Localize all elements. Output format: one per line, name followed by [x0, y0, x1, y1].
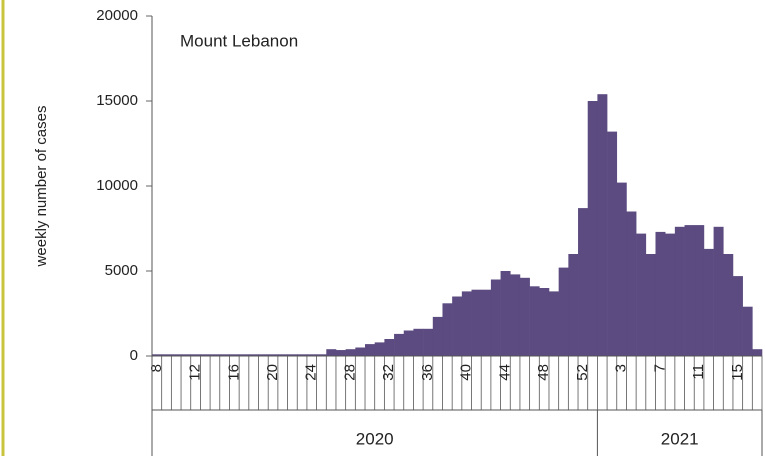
bar: [578, 208, 589, 356]
bar: [394, 333, 405, 356]
bar: [732, 276, 743, 356]
bar: [490, 279, 501, 356]
x-tick-label: 44: [496, 364, 513, 381]
bar: [210, 354, 221, 356]
y-tick-label: 0: [130, 347, 138, 364]
bar: [539, 288, 550, 356]
bar: [529, 286, 540, 356]
bar: [200, 354, 211, 356]
bar: [287, 354, 298, 356]
x-tick-label: 40: [458, 364, 475, 381]
bar: [306, 354, 317, 356]
y-axis-label: weekly number of cases: [33, 106, 50, 268]
bar: [752, 349, 763, 356]
bar: [442, 303, 453, 356]
bar: [258, 354, 269, 356]
bar: [248, 354, 259, 356]
bar: [597, 94, 608, 356]
x-tick-label: 8: [148, 364, 165, 372]
x-tick-label: 12: [187, 364, 204, 381]
bar: [297, 354, 308, 356]
bar: [345, 349, 356, 356]
bar: [626, 211, 637, 356]
bar: [723, 254, 734, 356]
bar: [403, 330, 414, 356]
bar: [616, 182, 627, 356]
bar: [326, 349, 337, 356]
bar: [355, 347, 366, 356]
y-tick-label: 10000: [96, 177, 138, 194]
bar: [500, 271, 511, 356]
x-tick-label: 11: [690, 364, 707, 380]
bar: [152, 354, 162, 356]
bar: [181, 354, 192, 356]
x-tick-label: 7: [651, 364, 668, 372]
bar: [568, 254, 579, 356]
bar: [674, 226, 685, 356]
bar: [703, 248, 714, 356]
bar: [655, 231, 666, 356]
bar: [335, 350, 346, 356]
bar: [694, 225, 705, 356]
bar: [713, 226, 724, 356]
x-tick-label: 36: [419, 364, 436, 381]
bar: [510, 274, 521, 356]
bar: [607, 131, 618, 356]
bar: [190, 354, 201, 356]
x-tick-label: 28: [341, 364, 358, 381]
bar: [432, 316, 443, 356]
bar: [548, 291, 559, 356]
bar: [684, 225, 695, 356]
bar: [461, 291, 472, 356]
bar: [481, 289, 492, 356]
y-tick-label: 5000: [105, 262, 138, 279]
x-tick-label: 20: [264, 364, 281, 381]
bar: [471, 289, 482, 356]
bar: [413, 328, 424, 356]
x-tick-label: 15: [729, 364, 746, 381]
bar: [742, 306, 753, 356]
bar: [636, 233, 647, 356]
bar: [365, 344, 375, 356]
bar: [229, 354, 240, 356]
bar: [384, 339, 395, 356]
chart-title: Mount Lebanon: [180, 31, 298, 50]
bar: [587, 101, 598, 356]
bar: [161, 354, 172, 356]
x-tick-label: 48: [535, 364, 552, 381]
x-tick-label: 3: [613, 364, 630, 372]
bar: [558, 267, 569, 356]
group-label: 2020: [356, 429, 394, 448]
x-tick-label: 16: [225, 364, 242, 381]
bar: [665, 233, 676, 356]
bar: [277, 354, 288, 356]
group-label: 2021: [661, 429, 699, 448]
x-tick-label: 52: [574, 364, 591, 381]
x-tick-label: 32: [380, 364, 397, 381]
bar: [374, 342, 385, 356]
bar: [219, 354, 230, 356]
bar: [645, 254, 656, 356]
y-tick-label: 20000: [96, 7, 138, 24]
bar: [268, 354, 279, 356]
bar: [423, 328, 434, 356]
bar: [171, 354, 182, 356]
bar: [519, 277, 530, 356]
bar: [316, 354, 327, 356]
bar: [239, 354, 250, 356]
bar: [452, 296, 463, 356]
y-tick-label: 15000: [96, 92, 138, 109]
x-tick-label: 24: [303, 364, 320, 381]
